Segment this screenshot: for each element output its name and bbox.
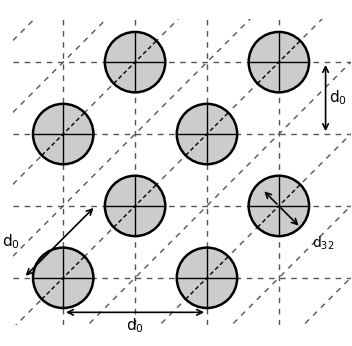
Text: d$_0$: d$_0$: [126, 317, 144, 335]
Text: d$_{32}$: d$_{32}$: [312, 235, 334, 252]
Text: d$_0$: d$_0$: [2, 233, 20, 251]
Circle shape: [177, 104, 237, 164]
Circle shape: [249, 176, 309, 236]
Text: d$_0$: d$_0$: [329, 89, 347, 108]
Circle shape: [249, 32, 309, 92]
Circle shape: [105, 32, 165, 92]
Circle shape: [33, 104, 93, 164]
Circle shape: [105, 176, 165, 236]
Circle shape: [33, 248, 93, 308]
Circle shape: [177, 248, 237, 308]
